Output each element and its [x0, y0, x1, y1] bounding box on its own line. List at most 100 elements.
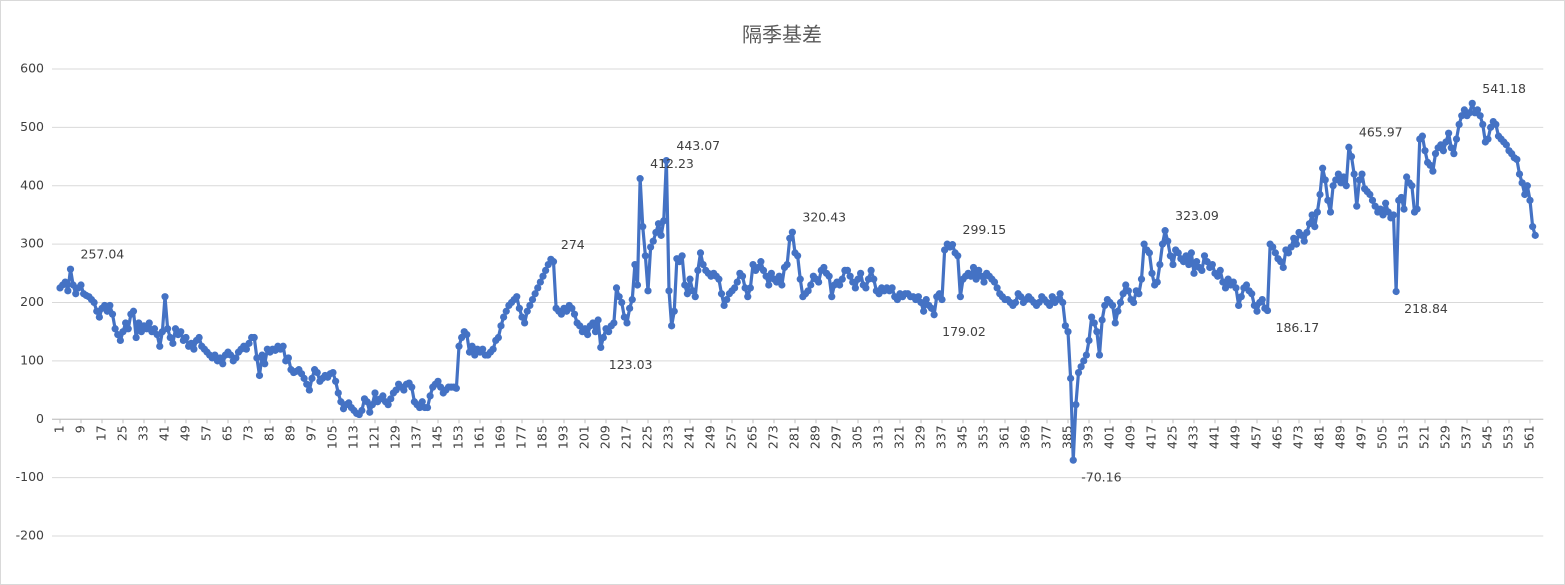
- x-tick-label: 321: [892, 425, 907, 449]
- data-point: [1526, 196, 1534, 204]
- data-point: [1347, 152, 1356, 161]
- data-point: [250, 333, 258, 342]
- data-point: [930, 311, 938, 319]
- data-point: [471, 351, 479, 359]
- data-point: [1403, 173, 1411, 181]
- data-point: [111, 325, 119, 333]
- data-point: [1382, 199, 1390, 207]
- data-point: [888, 284, 896, 292]
- data-point: [153, 331, 161, 339]
- data-point: [526, 301, 534, 310]
- data-point: [1450, 150, 1458, 158]
- data-point: [678, 252, 686, 260]
- data-point: [1392, 287, 1400, 296]
- data-point: [284, 354, 292, 362]
- data-point: [922, 295, 930, 304]
- x-tick-label: 425: [1165, 425, 1180, 449]
- data-point: [72, 290, 80, 298]
- data-point: [1250, 301, 1258, 310]
- x-tick-label: 449: [1228, 425, 1243, 449]
- data-point: [654, 220, 663, 228]
- data-point: [605, 328, 613, 336]
- data-point: [920, 307, 928, 315]
- data-point: [1130, 298, 1138, 307]
- data-point: [1069, 456, 1077, 464]
- data-point: [408, 383, 416, 391]
- data-point: [948, 241, 957, 249]
- data-point: [694, 266, 702, 274]
- x-tick-label: 481: [1312, 425, 1327, 449]
- data-point: [1158, 240, 1167, 248]
- x-tick-label: 217: [619, 425, 634, 449]
- data-point: [570, 310, 579, 318]
- data-point: [720, 301, 728, 310]
- data-point: [610, 319, 618, 327]
- x-tick-label: 401: [1102, 425, 1117, 449]
- data-point: [479, 345, 487, 353]
- data-point: [455, 342, 463, 350]
- data-point: [452, 384, 460, 392]
- data-point: [591, 328, 600, 336]
- data-point: [1221, 284, 1230, 292]
- data-point: [941, 246, 949, 254]
- data-point: [1148, 269, 1156, 277]
- data-point: [927, 304, 936, 312]
- data-point: [156, 342, 164, 350]
- data-point: [804, 287, 812, 295]
- data-label: 443.07: [676, 138, 720, 153]
- data-point: [1326, 208, 1335, 216]
- data-point: [132, 333, 140, 342]
- data-point: [990, 278, 999, 286]
- x-tick-label: 9: [73, 425, 88, 433]
- data-point: [893, 295, 901, 304]
- data-point: [171, 325, 180, 333]
- data-point: [1518, 179, 1526, 187]
- data-point: [1350, 170, 1358, 178]
- data-point: [612, 284, 621, 292]
- data-point: [794, 252, 802, 260]
- data-point: [219, 360, 227, 368]
- data-point: [61, 278, 69, 286]
- data-point: [64, 287, 72, 295]
- x-tick-label: 337: [934, 425, 949, 449]
- data-point: [1242, 281, 1251, 289]
- x-tick-label: 129: [388, 425, 403, 449]
- data-point: [1229, 278, 1237, 286]
- data-point: [1200, 252, 1209, 260]
- data-point: [1531, 231, 1539, 239]
- data-point: [778, 281, 786, 289]
- data-point: [1035, 298, 1043, 307]
- data-point: [1085, 336, 1093, 345]
- data-point: [1452, 135, 1461, 143]
- data-point: [137, 328, 145, 336]
- data-point: [977, 272, 985, 280]
- data-point: [1384, 208, 1392, 216]
- x-tick-label: 73: [241, 425, 256, 441]
- data-point: [494, 333, 502, 342]
- data-point: [875, 290, 883, 298]
- data-point: [332, 377, 340, 385]
- data-point: [1479, 120, 1487, 129]
- x-tick-label: 409: [1123, 425, 1138, 449]
- data-point: [489, 345, 497, 353]
- data-point: [379, 392, 387, 400]
- data-point: [515, 304, 523, 312]
- data-point: [825, 272, 833, 280]
- data-point: [599, 333, 607, 342]
- data-point: [1277, 258, 1285, 266]
- x-tick-label: 457: [1249, 425, 1264, 449]
- data-point: [497, 322, 505, 330]
- data-point: [303, 380, 311, 388]
- data-point: [190, 345, 198, 353]
- data-point: [589, 319, 597, 327]
- data-point: [539, 272, 547, 280]
- data-point: [1332, 176, 1340, 184]
- data-point: [308, 374, 316, 382]
- data-point: [114, 331, 122, 339]
- data-point: [783, 260, 791, 269]
- data-point: [211, 351, 219, 359]
- data-point: [1090, 319, 1098, 327]
- data-point: [914, 293, 922, 301]
- x-tick-label: 169: [493, 425, 508, 449]
- data-point: [765, 281, 773, 289]
